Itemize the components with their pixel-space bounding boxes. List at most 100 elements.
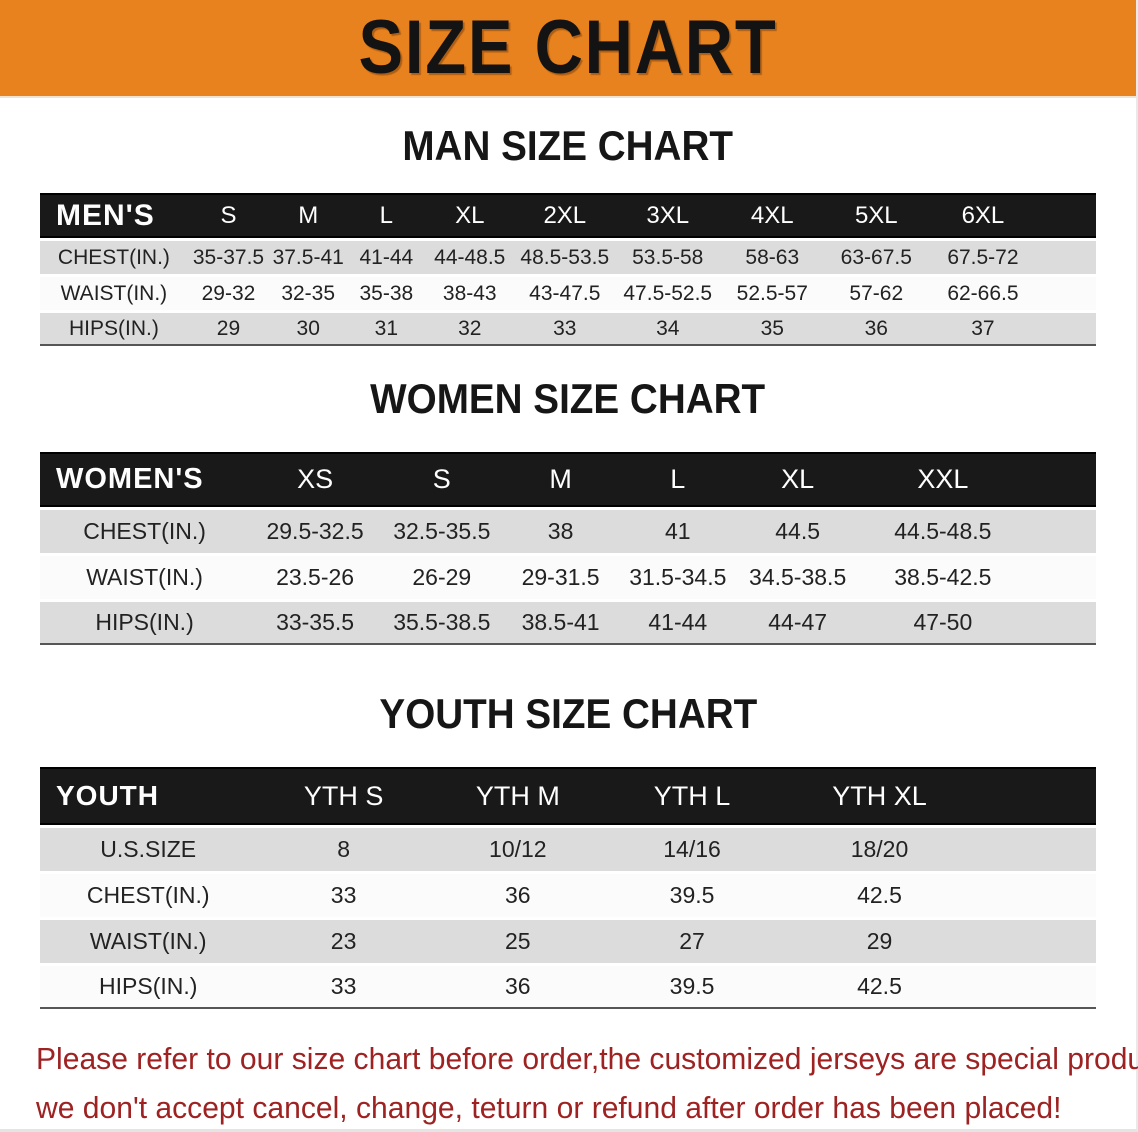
size-column-header: YTH S bbox=[256, 767, 431, 826]
measurement-cell: 43-47.5 bbox=[514, 277, 616, 311]
measurement-cell: 26-29 bbox=[381, 556, 503, 600]
measurement-cell: 57-62 bbox=[824, 277, 929, 311]
row-label: HIPS(IN.) bbox=[40, 966, 257, 1010]
measurement-cell: 27 bbox=[604, 920, 780, 964]
measurement-cell: 36 bbox=[430, 874, 605, 918]
youth-section-heading: YOUTH SIZE CHART bbox=[379, 690, 757, 738]
measurement-cell: 41 bbox=[618, 510, 737, 554]
women-section-heading: WOMEN SIZE CHART bbox=[370, 375, 766, 423]
measurement-cell: 33 bbox=[514, 313, 616, 347]
row-label: WAIST(IN.) bbox=[40, 556, 250, 600]
row-label: HIPS(IN.) bbox=[40, 602, 250, 646]
measurement-row: CHEST(IN.) 35-37.5 37.5-41 41-44 44-48.5 48.5… bbox=[40, 241, 1096, 275]
measurement-cell: 52.5-57 bbox=[720, 277, 825, 311]
size-column-header: 2XL bbox=[514, 193, 616, 239]
header-row: WOMEN'S XS S M L XL XXL bbox=[40, 452, 1096, 508]
row-label: WAIST(IN.) bbox=[40, 920, 257, 964]
row-spacer bbox=[1037, 313, 1096, 347]
size-column-header: 6XL bbox=[928, 193, 1038, 239]
measurement-cell: 29-32 bbox=[187, 277, 270, 311]
measurement-cell: 35 bbox=[720, 313, 825, 347]
measurement-row: CHEST(IN.) 33 36 39.5 42.5 bbox=[40, 874, 1096, 918]
size-column-header: YTH L bbox=[604, 767, 780, 826]
header-row: YOUTH YTH S YTH M YTH L YTH XL bbox=[40, 767, 1096, 826]
measurement-row: HIPS(IN.) 29 30 31 32 33 34 35 36 37 bbox=[40, 313, 1096, 347]
group-label-header: WOMEN'S bbox=[40, 452, 250, 508]
row-spacer bbox=[1037, 277, 1096, 311]
order-disclaimer: Please refer to our size chart before or… bbox=[36, 1034, 1138, 1132]
size-column-header: YTH M bbox=[430, 767, 605, 826]
measurement-cell: 37 bbox=[928, 313, 1038, 347]
disclaimer-line-1: Please refer to our size chart before or… bbox=[36, 1041, 1138, 1077]
measurement-cell: 44-48.5 bbox=[425, 241, 515, 275]
measurement-cell: 29 bbox=[187, 313, 270, 347]
measurement-cell: 37.5-41 bbox=[269, 241, 348, 275]
row-spacer bbox=[979, 920, 1096, 964]
size-column-header: XL bbox=[425, 193, 515, 239]
men-size-table: MEN'S S M L XL 2XL 3XL 4XL 5XL 6XL CHEST(IN.) 35-37… bbox=[40, 190, 1096, 349]
men-size-chart-section: MAN SIZE CHART MEN'S S M L XL 2XL 3XL 4XL 5XL 6XL… bbox=[0, 122, 1136, 349]
size-column-header: M bbox=[502, 452, 619, 508]
row-spacer bbox=[979, 828, 1096, 872]
size-column-header: L bbox=[618, 452, 737, 508]
measurement-cell: 29 bbox=[779, 920, 980, 964]
measurement-cell: 58-63 bbox=[720, 241, 825, 275]
size-column-header: XS bbox=[249, 452, 382, 508]
measurement-cell: 35-37.5 bbox=[187, 241, 270, 275]
measurement-cell: 42.5 bbox=[779, 874, 980, 918]
row-label: WAIST(IN.) bbox=[40, 277, 188, 311]
size-column-header: S bbox=[381, 452, 503, 508]
measurement-row: CHEST(IN.) 29.5-32.5 32.5-35.5 38 41 44.5 44.5… bbox=[40, 510, 1096, 554]
measurement-cell: 25 bbox=[430, 920, 605, 964]
measurement-row: WAIST(IN.) 23.5-26 26-29 29-31.5 31.5-34.5 34… bbox=[40, 556, 1096, 600]
row-spacer bbox=[1037, 241, 1096, 275]
row-spacer bbox=[1027, 510, 1096, 554]
size-column-header: 5XL bbox=[824, 193, 929, 239]
header-row: MEN'S S M L XL 2XL 3XL 4XL 5XL 6XL bbox=[40, 193, 1096, 239]
measurement-cell: 34 bbox=[615, 313, 721, 347]
row-spacer bbox=[1027, 556, 1096, 600]
header-spacer bbox=[1027, 452, 1096, 508]
measurement-cell: 29-31.5 bbox=[502, 556, 619, 600]
measurement-cell: 14/16 bbox=[604, 828, 780, 872]
measurement-cell: 39.5 bbox=[604, 966, 780, 1010]
row-label: U.S.SIZE bbox=[40, 828, 257, 872]
measurement-cell: 32 bbox=[425, 313, 515, 347]
size-column-header: YTH XL bbox=[779, 767, 980, 826]
measurement-cell: 67.5-72 bbox=[928, 241, 1038, 275]
measurement-cell: 44.5 bbox=[736, 510, 859, 554]
measurement-cell: 34.5-38.5 bbox=[736, 556, 859, 600]
measurement-cell: 30 bbox=[269, 313, 348, 347]
youth-size-table: YOUTH YTH S YTH M YTH L YTH XL U.S.SIZE 8 10/12… bbox=[40, 764, 1096, 1012]
header-spacer bbox=[1037, 193, 1096, 239]
header-spacer bbox=[979, 767, 1096, 826]
size-column-header: 3XL bbox=[615, 193, 721, 239]
measurement-cell: 39.5 bbox=[604, 874, 780, 918]
size-column-header: M bbox=[269, 193, 348, 239]
measurement-row: U.S.SIZE 8 10/12 14/16 18/20 bbox=[40, 828, 1096, 872]
measurement-cell: 32-35 bbox=[269, 277, 348, 311]
measurement-cell: 53.5-58 bbox=[615, 241, 721, 275]
banner-title: SIZE CHART bbox=[358, 5, 778, 90]
group-label-header: YOUTH bbox=[40, 767, 257, 826]
measurement-cell: 33 bbox=[256, 966, 431, 1010]
group-label-header: MEN'S bbox=[40, 193, 188, 239]
measurement-cell: 23 bbox=[256, 920, 431, 964]
measurement-cell: 47.5-52.5 bbox=[615, 277, 721, 311]
row-label: CHEST(IN.) bbox=[40, 874, 257, 918]
youth-size-chart-section: YOUTH SIZE CHART YOUTH YTH S YTH M YTH L YTH… bbox=[0, 692, 1136, 1012]
row-spacer bbox=[1027, 602, 1096, 646]
disclaimer-line-2: we don't accept cancel, change, teturn o… bbox=[36, 1090, 1062, 1126]
measurement-cell: 38-43 bbox=[425, 277, 515, 311]
size-column-header: XL bbox=[736, 452, 859, 508]
measurement-row: HIPS(IN.) 33-35.5 35.5-38.5 38.5-41 41-44 44-… bbox=[40, 602, 1096, 646]
measurement-cell: 35.5-38.5 bbox=[381, 602, 503, 646]
row-label: CHEST(IN.) bbox=[40, 241, 188, 275]
men-section-heading: MAN SIZE CHART bbox=[402, 122, 734, 169]
measurement-cell: 31 bbox=[347, 313, 426, 347]
women-size-chart-section: WOMEN SIZE CHART WOMEN'S XS S M L XL XXL CHEST(… bbox=[0, 375, 1136, 648]
measurement-cell: 42.5 bbox=[779, 966, 980, 1010]
row-spacer bbox=[979, 966, 1096, 1010]
size-chart-banner: SIZE CHART bbox=[0, 0, 1136, 98]
measurement-cell: 29.5-32.5 bbox=[249, 510, 382, 554]
